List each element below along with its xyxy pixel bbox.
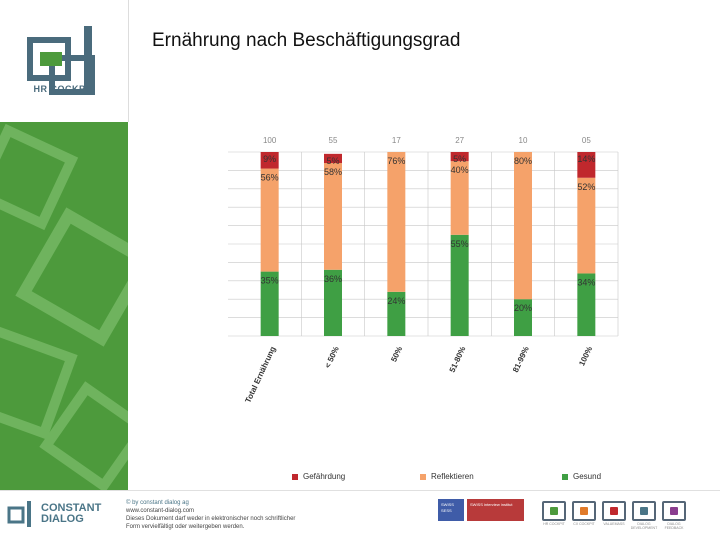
- data-label: 52%: [577, 182, 595, 192]
- bar-gefährdung: [324, 153, 342, 164]
- category-label: 81-99%: [511, 345, 531, 374]
- hr-cockpit-icon: [550, 507, 558, 515]
- constant-dialog-logo-icon: [7, 501, 31, 527]
- swiss-sess-badge: SWISS SESS: [438, 499, 464, 521]
- data-label: 36%: [324, 274, 342, 284]
- bar-gesund: [260, 271, 279, 336]
- swiss-interview-badge: SWISS interview institut: [467, 499, 524, 521]
- data-label: 76%: [387, 156, 405, 166]
- category-label: < 50%: [323, 345, 341, 370]
- brand-line1: CONSTANT: [41, 502, 102, 514]
- copyright-line: © by constant dialog ag: [126, 500, 189, 506]
- category-label: 100%: [577, 345, 594, 367]
- bar-gesund: [324, 269, 342, 336]
- constant-dialog-brand: CONSTANT DIALOG: [6, 499, 119, 529]
- bar-gesund: [514, 299, 532, 336]
- bar-reflektieren: [324, 163, 342, 270]
- category-label: Total Ernährung: [243, 345, 277, 404]
- data-label: 56%: [261, 173, 279, 183]
- page-title: Ernährung nach Beschäftigungsgrad: [152, 30, 461, 51]
- copyright-notice: © by constant dialog ag www.constant-dia…: [126, 499, 376, 531]
- sidebar-pattern: [0, 122, 128, 490]
- n-label: 10: [519, 136, 528, 145]
- cx-cockpit-icon: [580, 507, 588, 515]
- bar-gesund: [450, 234, 469, 336]
- legend-label: Gesund: [573, 472, 602, 481]
- bar-reflektieren: [577, 177, 596, 274]
- valuemass-icon: [610, 507, 618, 515]
- legend-swatch: [292, 473, 298, 480]
- legend-swatch: [420, 473, 426, 480]
- legend-item-gefaehrdung: Gefährdung: [292, 472, 345, 481]
- divider: [128, 0, 129, 122]
- copyright-line: Dieses Dokument darf weder in elektronis…: [126, 516, 296, 522]
- product-dialog-feedback[interactable]: DIALOG FEEDBACK: [660, 501, 688, 530]
- data-label: 20%: [514, 303, 532, 313]
- product-valuemass[interactable]: VALUEMASS: [600, 501, 628, 530]
- data-label: 55%: [451, 239, 469, 249]
- data-label: 9%: [263, 154, 276, 164]
- dialog-development-icon: [640, 507, 648, 515]
- data-label: 40%: [451, 165, 469, 175]
- bar-reflektieren: [450, 161, 469, 235]
- n-label: 27: [455, 136, 464, 145]
- bar-reflektieren: [260, 168, 279, 272]
- bar-reflektieren: [514, 152, 532, 300]
- n-label: 55: [329, 136, 338, 145]
- brand-line2: DIALOG: [41, 513, 84, 525]
- legend-item-reflektieren: Reflektieren: [420, 472, 474, 481]
- legend-label: Gefährdung: [303, 472, 346, 481]
- legend: Gefährdung Reflektieren Gesund: [290, 472, 710, 486]
- bar-gesund: [387, 291, 406, 336]
- n-label: 05: [582, 136, 591, 145]
- product-dialog-development[interactable]: DIALOG DEVELOPMENT: [630, 501, 658, 530]
- hr-cockpit-logo: [27, 26, 95, 95]
- data-label: 80%: [514, 156, 532, 166]
- bar-gefährdung: [260, 152, 279, 169]
- data-label: 5%: [326, 156, 339, 166]
- legend-label: Reflektieren: [431, 472, 474, 481]
- product-cx-cockpit[interactable]: CX COCKPIT: [570, 501, 598, 530]
- data-label: 14%: [577, 154, 595, 164]
- data-label: 34%: [577, 277, 595, 287]
- data-label: 24%: [387, 296, 405, 306]
- bar-gefährdung: [577, 152, 596, 178]
- legend-item-gesund: Gesund: [562, 472, 601, 481]
- category-label: 50%: [389, 345, 404, 363]
- product-hr-cockpit[interactable]: HR COCKPIT: [540, 501, 568, 530]
- category-label: 51-80%: [448, 345, 468, 374]
- dialog-feedback-icon: [670, 507, 678, 515]
- certification-badges: SWISS SESS SWISS interview institut: [438, 499, 524, 533]
- data-label: 58%: [324, 167, 342, 177]
- n-label: 17: [392, 136, 401, 145]
- n-label: 100: [263, 136, 277, 145]
- data-label: 35%: [261, 276, 279, 286]
- legend-swatch: [562, 473, 568, 480]
- bar-gesund: [577, 273, 596, 336]
- product-icons: HR COCKPIT CX COCKPIT VALUEMASS DIALOG D…: [540, 501, 690, 530]
- copyright-link[interactable]: www.constant-dialog.com: [126, 508, 195, 514]
- bar-gefährdung: [450, 152, 469, 162]
- sidebar: HR COCKPIT: [0, 0, 128, 490]
- logo-text: HR COCKPIT: [33, 84, 95, 94]
- footer: CONSTANT DIALOG © by constant dialog ag …: [0, 490, 720, 541]
- data-label: 5%: [453, 154, 466, 164]
- bar-reflektieren: [387, 152, 406, 292]
- copyright-line: Form vervielfältigt oder weitergeben wer…: [126, 524, 245, 530]
